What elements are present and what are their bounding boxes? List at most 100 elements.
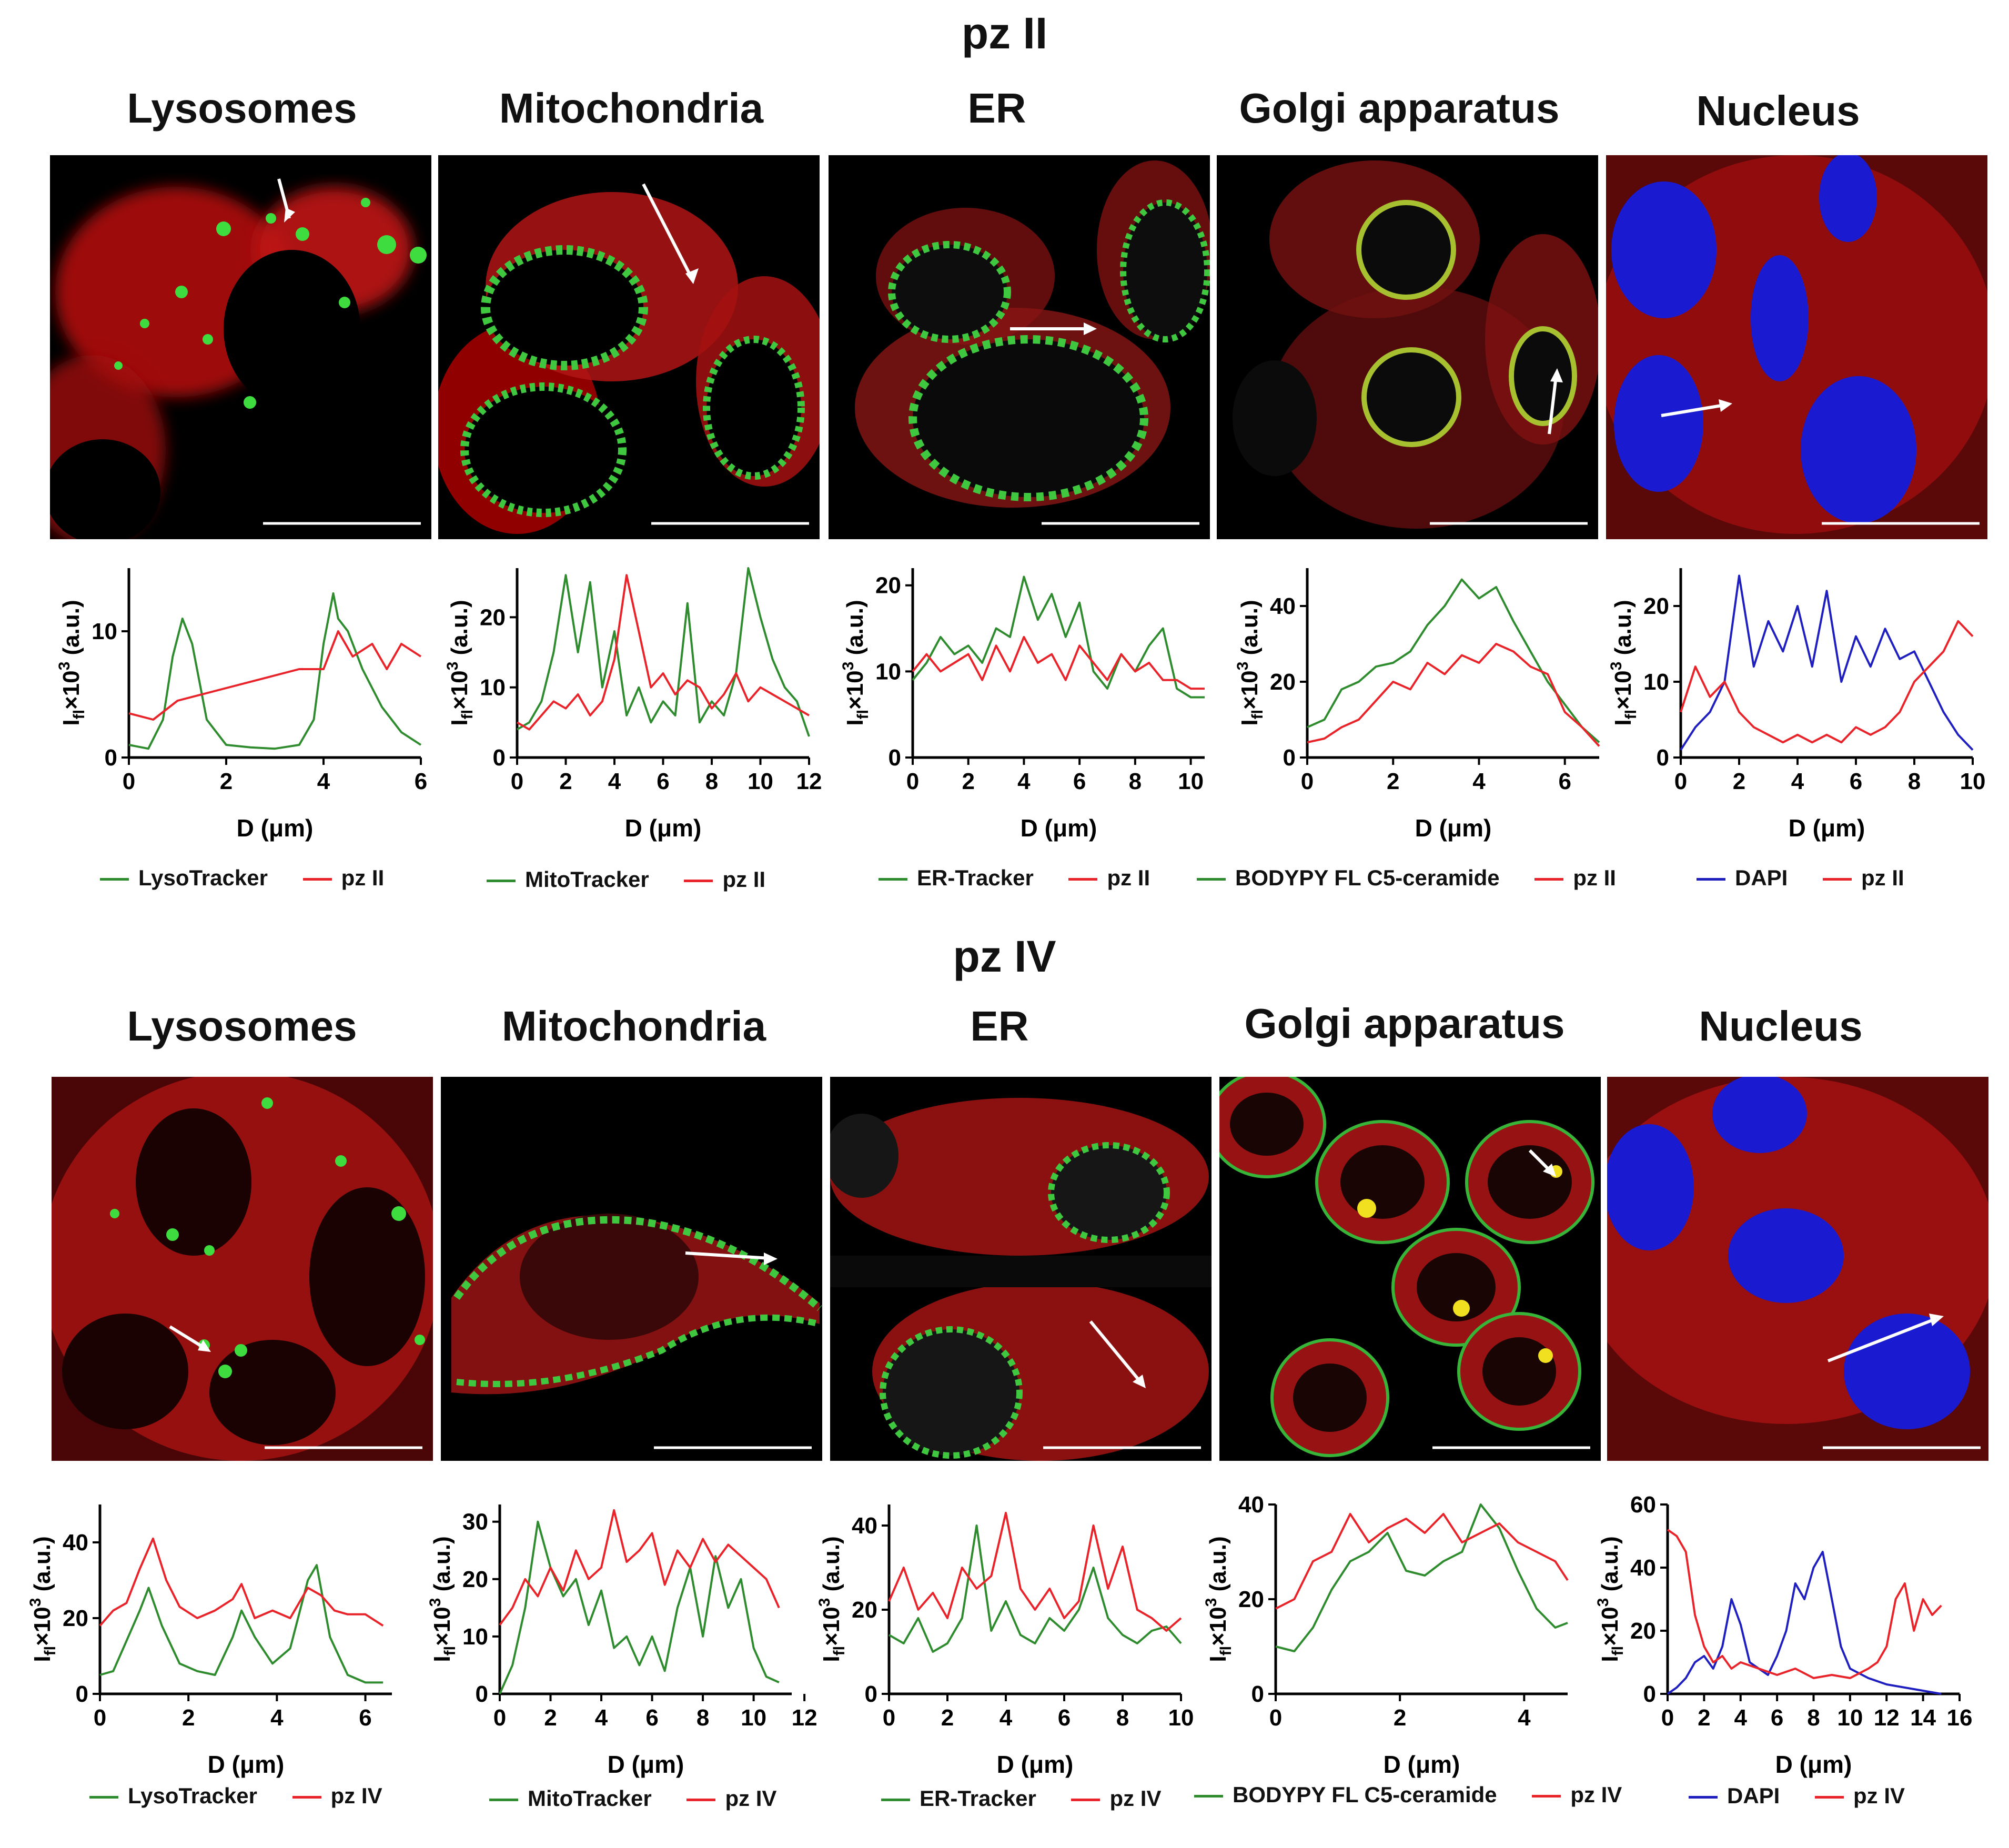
panel-title-nucleus: Nucleus (1696, 87, 1860, 134)
y-tick-label: 10 (1643, 669, 1669, 695)
x-tick-label: 10 (1837, 1705, 1863, 1731)
legend-label: pz II (1861, 865, 1904, 890)
legend-swatch (302, 878, 332, 881)
x-tick-label: 0 (493, 1705, 506, 1731)
series-line-er-tracker (912, 575, 1205, 699)
series-line-pz-iv (499, 1509, 780, 1626)
y-axis-label: Ifl×103 (a.u.) (816, 1536, 848, 1662)
y-tick-label: 20 (1238, 1587, 1264, 1612)
legend-swatch (489, 1799, 518, 1802)
line-chart-nucleus-pz-ii: 0 2 4 6 8 10 0 10 20 D (μm) Ifl×103 (a.u.) (1608, 568, 1986, 842)
series-line-mitotracker (499, 1520, 780, 1694)
x-tick-label: 4 (1000, 1705, 1013, 1731)
x-tick-label: 0 (123, 769, 135, 794)
x-tick-label: 0 (511, 769, 523, 794)
x-tick-label: 0 (1269, 1705, 1282, 1731)
legend-label: pz II (1107, 865, 1150, 890)
legend-label: pz IV (1570, 1782, 1622, 1807)
legend-swatch (687, 1799, 716, 1802)
x-tick-label: 8 (1129, 769, 1142, 794)
x-tick-label: 4 (1472, 769, 1486, 794)
x-tick-label: 4 (595, 1705, 608, 1731)
x-axis-label: D (μm) (1775, 1751, 1852, 1778)
legend-label: BODYPY FL C5-ceramide (1235, 865, 1500, 890)
legend-label: LysoTracker (138, 865, 268, 890)
y-tick-label: 40 (1630, 1555, 1656, 1581)
legend-label: pz II (341, 865, 385, 890)
x-tick-label: 2 (1698, 1705, 1710, 1731)
legend-swatch (89, 1796, 118, 1799)
series-line-pz-ii (128, 630, 422, 721)
legend-swatch (100, 878, 129, 881)
line-chart-golgi-pz-ii: 0 2 4 6 0 20 40 D (μm) Ifl×103 (a.u.) (1234, 568, 1600, 842)
micrograph-lysosomes-pz-ii (50, 155, 431, 539)
panel-title-er: ER (967, 85, 1026, 132)
y-tick-label: 60 (1630, 1492, 1656, 1518)
x-axis-label: D (μm) (237, 814, 314, 842)
legend-nucleus-pz-ii: DAPI pz II (1697, 865, 1933, 891)
legend-label: DAPI (1735, 865, 1788, 890)
x-tick-label: 4 (608, 769, 621, 794)
x-tick-label: 0 (883, 1705, 895, 1731)
x-tick-label: 0 (1661, 1705, 1674, 1731)
x-axis-label: D (μm) (1789, 814, 1865, 842)
panel-title-nucleus: Nucleus (1699, 1003, 1863, 1049)
x-tick-label: 4 (1518, 1705, 1531, 1731)
y-tick-label: 0 (865, 1681, 877, 1707)
legend-swatch (684, 880, 713, 883)
line-chart-lysosomes-pz-ii: 0 2 4 6 0 10 D (μm) Ifl×103 (a.u.) (56, 568, 427, 842)
legend-label: pz IV (1853, 1783, 1905, 1808)
x-tick-label: 12 (796, 769, 822, 794)
line-chart-lysosomes-pz-iv: 0 2 4 6 0 20 40 D (μm) Ifl×103 (a.u.) (27, 1504, 392, 1778)
x-tick-label: 2 (182, 1705, 195, 1731)
legend-swatch (1194, 1795, 1223, 1798)
x-tick-label: 0 (906, 769, 919, 794)
legend-swatch (1534, 878, 1564, 881)
y-tick-label: 0 (493, 745, 506, 771)
panel-title-golgi: Golgi apparatus (1244, 1000, 1565, 1047)
series-line-er-tracker (889, 1524, 1182, 1653)
x-tick-label: 14 (1910, 1705, 1936, 1731)
x-tick-label: 2 (220, 769, 233, 794)
series-line-pz-ii (1307, 643, 1600, 747)
x-tick-label: 2 (962, 769, 974, 794)
legend-er-pz-iv: ER-Tracker pz IV (881, 1786, 1190, 1811)
legend-label: MitoTracker (525, 867, 649, 892)
x-tick-label: 8 (1908, 769, 1921, 794)
line-chart-er-pz-iv: 0 2 4 6 8 10 0 20 40 D (μm) Ifl×103 (a.u.) (816, 1504, 1194, 1778)
series-line-lysotracker (128, 592, 422, 750)
y-axis-label: Ifl×103 (a.u.) (27, 1536, 59, 1662)
x-tick-label: 2 (559, 769, 572, 794)
panel-title-lysosomes: Lysosomes (127, 1003, 357, 1049)
y-axis-label: Ifl×103 (a.u.) (56, 600, 88, 725)
y-tick-label: 40 (852, 1513, 877, 1539)
x-tick-label: 2 (1733, 769, 1745, 794)
x-axis-label: D (μm) (1384, 1751, 1460, 1778)
y-tick-label: 0 (76, 1681, 88, 1707)
legend-swatch (1068, 878, 1098, 881)
section-title-pz-ii: pz II (961, 8, 1048, 58)
panel-title-mitochondria: Mitochondria (499, 85, 764, 132)
x-tick-label: 8 (705, 769, 718, 794)
legend-swatch (1689, 1796, 1718, 1799)
series-line-pz-ii (912, 635, 1205, 690)
panel-title-mitochondria: Mitochondria (501, 1003, 766, 1049)
legend-swatch (292, 1796, 321, 1799)
x-tick-label: 10 (1960, 769, 1986, 794)
panel-title-er: ER (970, 1003, 1029, 1049)
line-chart-mitochondria-pz-iv: 0 2 4 6 8 10 12 0 10 20 30 D (μm) Ifl×103 (a.u.) (427, 1504, 817, 1778)
legend-er-pz-ii: ER-Tracker pz II (879, 865, 1179, 891)
x-axis-label: D (μm) (208, 1751, 285, 1778)
series-line-pz-iv (1667, 1529, 1942, 1679)
legend-swatch (1823, 878, 1852, 881)
x-tick-label: 6 (1771, 1705, 1783, 1731)
y-tick-label: 20 (852, 1597, 877, 1623)
legend-mitochondria-pz-ii: MitoTracker pz II (487, 867, 794, 892)
legend-swatch (1697, 878, 1725, 881)
y-tick-label: 20 (462, 1567, 488, 1592)
x-axis-label: D (μm) (997, 1751, 1074, 1778)
y-tick-label: 0 (1643, 1681, 1656, 1707)
x-tick-label: 8 (696, 1705, 709, 1731)
micrograph-mitochondria-pz-iv (441, 1077, 822, 1461)
